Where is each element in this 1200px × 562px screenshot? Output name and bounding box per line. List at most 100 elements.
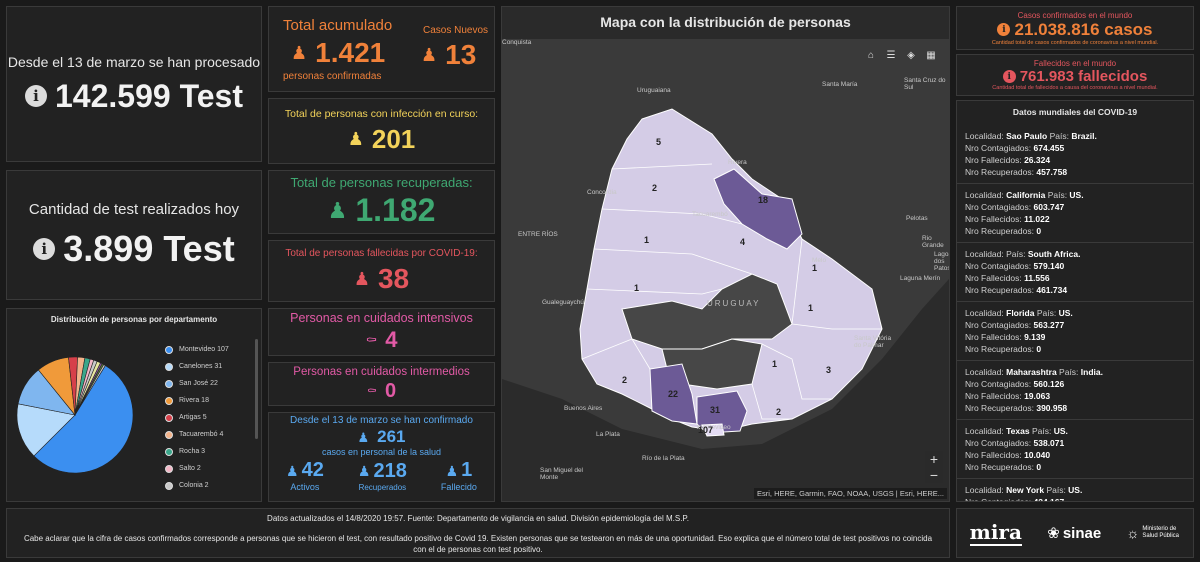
intensivos-value: 4 [385, 327, 398, 352]
map-place-label: Santa María [822, 81, 858, 88]
legend-item[interactable]: San José 22 [165, 375, 251, 392]
total-acumulado-panel: Total acumulado ♟ 1.421 personas confirm… [268, 6, 495, 92]
legend-swatch [165, 413, 173, 422]
world-deaths-value: 761.983 fallecidos [1019, 68, 1148, 85]
pie-slice[interactable] [74, 364, 106, 416]
pie-chart [16, 356, 134, 474]
legend-label: San José 22 [179, 380, 218, 387]
zoom-in-button[interactable]: + [929, 451, 939, 467]
map-place-label: Santa Vitória do Palmar [854, 335, 892, 349]
acumulado-label: Total acumulado [283, 17, 393, 34]
tests-since-value: 142.599 Test [55, 77, 243, 114]
person-icon: ♟ [286, 462, 299, 479]
legend-item[interactable]: Montevideo 107 [165, 341, 251, 358]
info-icon: i [1002, 70, 1016, 83]
map-place-label: ENTRE RÍOS [518, 231, 558, 238]
map-value-label: 2 [622, 375, 628, 385]
legend-swatch [165, 447, 173, 456]
map-value-label: 5 [656, 137, 662, 147]
legend-scrollbar[interactable] [255, 339, 258, 439]
world-confirmed-label: Casos confirmados en el mundo [1017, 10, 1133, 20]
world-list[interactable]: Localidad: Sao Paulo País: Brazil. Nro Co… [957, 125, 1193, 501]
map-value-label: 1 [812, 263, 818, 273]
map-place-label: Buenos Aires [564, 405, 603, 412]
world-confirmed-value: 21.038.816 casos [1014, 19, 1153, 39]
layers-icon[interactable]: ◈ [907, 49, 915, 61]
world-list-item: Localidad: California País: US. Nro Conta… [957, 184, 1193, 243]
map-title: Mapa con la distribución de personas [600, 14, 851, 30]
map-value-label: 2 [776, 407, 782, 417]
activos-value: 42 [301, 459, 324, 481]
tests-since-panel: Desde el 13 de marzo se han procesado i … [6, 6, 262, 162]
legend-item[interactable]: Tacuarembó 4 [165, 426, 251, 443]
home-icon[interactable]: ⌂ [867, 49, 875, 61]
recuperadas-panel: Total de personas recuperadas: ♟ 1.182 [268, 170, 495, 234]
msp-logo: Ministerio de Salud Pública [1142, 526, 1180, 539]
info-icon: i [25, 85, 47, 107]
legend-item[interactable]: Colonia 2 [165, 477, 251, 494]
pie-panel: Distribución de personas por departament… [6, 308, 262, 502]
legend-label: Artigas 5 [179, 414, 207, 421]
dept-rivera [713, 168, 803, 250]
recuperados-block: ♟ 218 Recuperados [358, 459, 407, 492]
person-icon: ♟ [353, 268, 370, 289]
en-curso-panel: Total de personas con infección en curso… [268, 98, 495, 164]
map-place-label: Santa Cruz do Sul [904, 77, 946, 91]
list-icon[interactable]: ☰ [886, 49, 896, 61]
world-deaths-label: Fallecidos en el mundo [1033, 59, 1117, 68]
world-list-item: Localidad: País: South Africa. Nro Contag… [957, 243, 1193, 302]
pie-legend: Montevideo 107 Canelones 31 San José 22 Riv… [165, 341, 251, 494]
legend-item[interactable]: Artigas 5 [165, 409, 251, 426]
fallecido-block: ♟ 1 Fallecido [441, 459, 477, 492]
mira-logo: mira [969, 520, 1022, 546]
map-place-label: Uruguaiana [637, 87, 671, 94]
legend-swatch [165, 379, 173, 388]
world-list-item: Localidad: New York País: US. Nro Contagi… [957, 479, 1193, 501]
person-icon: ♟ [357, 429, 370, 445]
legend-item[interactable]: Canelones 31 [165, 358, 251, 375]
intensivos-panel: Personas en cuidados intensivos ⚰ 4 [268, 308, 495, 356]
health-staff-panel: Desde el 13 de marzo se han confirmado ♟… [268, 412, 495, 502]
map-place-label: Río de la Plata [642, 455, 685, 462]
intermedios-panel: Personas en cuidados intermedios ⚰ 0 [268, 362, 495, 406]
en-curso-value: 201 [371, 123, 416, 154]
zoom-out-button[interactable]: − [929, 467, 939, 483]
country-label: URUGUAY [707, 299, 761, 308]
map-value-label: 2 [652, 183, 658, 193]
person-icon: ♟ [357, 463, 371, 479]
legend-item[interactable]: Rivera 18 [165, 392, 251, 409]
qr-icon[interactable]: ▦ [926, 49, 936, 61]
map-place-label: Conquista [502, 39, 532, 46]
pie-slice[interactable] [33, 365, 134, 474]
world-confirmed-panel: Casos confirmados en el mundo i 21.038.8… [956, 6, 1194, 50]
map-canvas[interactable]: Uruguaiana Santa María Santa Cruz do Sul Co… [502, 39, 949, 501]
map-place-label: Montevideo [697, 424, 731, 431]
world-list-item: Localidad: Florida País: US. Nro Contagia… [957, 302, 1193, 361]
sinae-logo: sinae [1062, 524, 1102, 542]
map-value-label: 107 [698, 425, 714, 435]
legend-item[interactable]: Rocha 3 [165, 443, 251, 460]
acumulado-sub: personas confirmadas [283, 71, 382, 82]
pie-slice[interactable] [16, 403, 76, 457]
dept-montevideo [701, 423, 725, 437]
sinae-icon: ❀ [1047, 525, 1060, 542]
legend-swatch [165, 481, 173, 490]
msp-emblem-icon: ☼ [1126, 525, 1140, 541]
recuperados-label: Recuperados [358, 482, 407, 492]
map-place-label: Concordia [587, 189, 617, 196]
fallecidas-value: 38 [377, 262, 410, 294]
footer-updated: Datos actualizados el 14/8/2020 19:57. F… [267, 514, 689, 523]
sea-area [502, 279, 949, 501]
map-place-label: San Miguel del Monte [540, 467, 583, 481]
world-list-item: Localidad: Maharashtra País: India. Nro C… [957, 361, 1193, 420]
person-icon: ♟ [347, 129, 364, 149]
person-icon: ♟ [421, 45, 438, 65]
legend-label: Tacuarembó 4 [179, 431, 224, 438]
fallecidas-panel: Total de personas fallecidas por COVID-1… [268, 240, 495, 302]
map-place-label: Rio Grande [922, 235, 944, 249]
map-svg [502, 108, 949, 501]
tests-since-label: Desde el 13 de marzo se han procesado [7, 53, 261, 70]
map-value-label: 22 [668, 389, 679, 399]
person-icon: ♟ [445, 462, 459, 479]
legend-item[interactable]: Salto 2 [165, 460, 251, 477]
